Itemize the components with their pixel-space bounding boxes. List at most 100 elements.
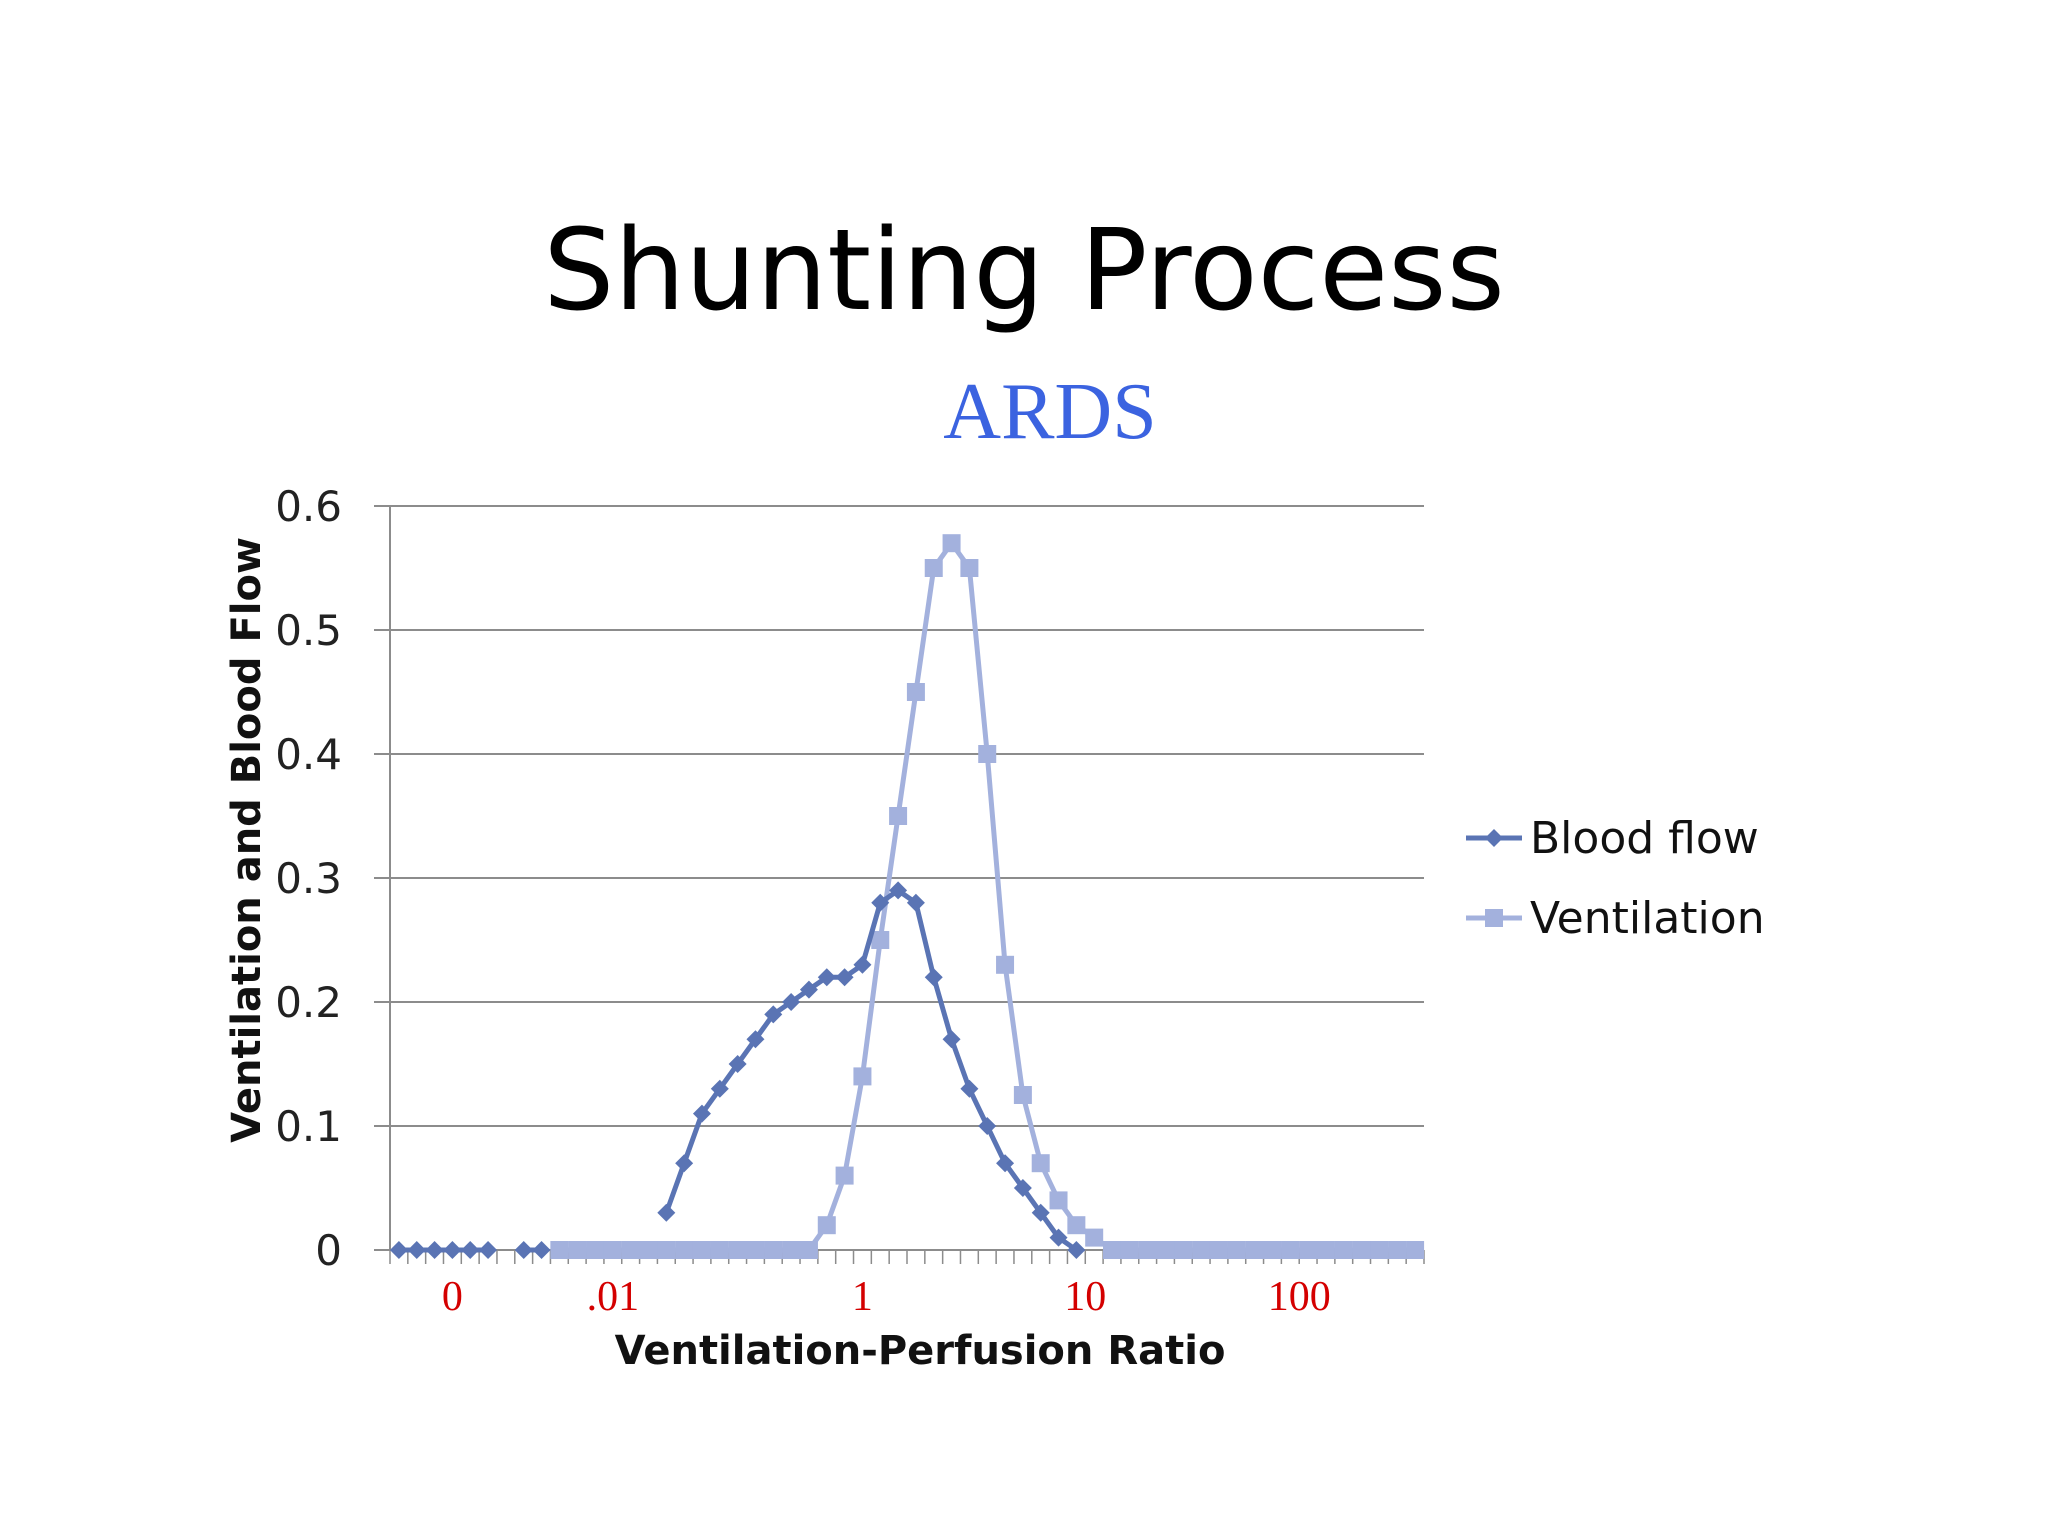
data-point	[817, 968, 836, 987]
data-point	[1334, 1241, 1353, 1259]
x-tick-label: .01	[587, 1274, 640, 1320]
data-point	[1192, 1241, 1211, 1259]
data-point	[906, 683, 925, 701]
data-point	[407, 1241, 426, 1259]
data-point	[996, 955, 1015, 974]
data-point	[1388, 1241, 1407, 1259]
legend: Blood flow Ventilation	[1466, 813, 1765, 944]
data-point	[1352, 1241, 1371, 1259]
data-point	[942, 1030, 961, 1049]
data-point	[871, 931, 890, 949]
data-point	[960, 559, 979, 577]
data-point	[1031, 1154, 1050, 1173]
slide-title: Shunting Process	[543, 206, 1505, 336]
data-point	[746, 1030, 765, 1049]
data-point	[532, 1241, 551, 1259]
x-tick-label: 100	[1268, 1274, 1331, 1320]
data-point	[1156, 1241, 1175, 1259]
data-point	[764, 1241, 783, 1259]
data-point	[996, 1154, 1015, 1173]
y-tick-label: 0.2	[275, 978, 342, 1027]
data-point	[728, 1055, 747, 1073]
data-point	[853, 1067, 872, 1086]
data-point	[1406, 1241, 1425, 1259]
data-point	[978, 745, 997, 763]
data-point	[1013, 1086, 1032, 1104]
data-point	[568, 1241, 587, 1259]
data-point	[1299, 1241, 1318, 1259]
data-point	[621, 1241, 640, 1259]
x-tick-label: 1	[852, 1274, 873, 1320]
series-line	[559, 540, 1416, 1253]
data-point	[692, 1104, 711, 1123]
data-point	[871, 893, 890, 912]
data-point	[1138, 1241, 1157, 1259]
data-point	[675, 1154, 694, 1173]
data-point	[461, 1241, 480, 1259]
y-tick-label: 0.5	[275, 606, 342, 655]
data-point	[657, 1203, 676, 1222]
data-point	[389, 1241, 408, 1259]
data-point	[1263, 1241, 1282, 1259]
series-group	[389, 534, 1425, 1259]
data-point	[657, 1241, 676, 1259]
data-point	[799, 980, 818, 999]
data-point	[1103, 1241, 1122, 1259]
y-tick-label: 0	[315, 1226, 342, 1275]
tick-labels: 0 0.1 0.2 0.3 0.4 0.5 0.6 0 .01 1 10 100 Ventilation…	[224, 482, 1331, 1374]
legend-marker	[1485, 909, 1503, 927]
y-tick-label: 0.4	[275, 730, 342, 779]
data-point	[1013, 1179, 1032, 1197]
axes	[389, 506, 1425, 1264]
data-point	[782, 993, 801, 1011]
data-point	[924, 559, 943, 577]
data-point	[514, 1241, 533, 1259]
data-point	[853, 955, 872, 974]
data-point	[1174, 1241, 1193, 1259]
data-point	[746, 1241, 765, 1259]
legend-item-blood-flow: Blood flow	[1466, 813, 1759, 864]
data-point	[835, 1166, 854, 1185]
data-point	[799, 1241, 818, 1259]
data-point	[1049, 1191, 1068, 1210]
data-point	[889, 807, 908, 825]
data-point	[1067, 1216, 1086, 1235]
series-ventilation	[550, 534, 1425, 1259]
series-blood-flow	[389, 881, 1086, 1259]
y-axis-title: Ventilation and Blood Flow	[224, 537, 270, 1143]
data-point	[1085, 1228, 1104, 1247]
x-axis-title: Ventilation-Perfusion Ratio	[615, 1328, 1226, 1374]
data-point	[425, 1241, 444, 1259]
data-point	[978, 1117, 997, 1135]
y-tick-label: 0.3	[275, 854, 342, 903]
data-point	[1316, 1241, 1335, 1259]
legend-marker	[1485, 829, 1503, 847]
data-point	[1067, 1241, 1086, 1259]
grid-lines	[374, 505, 1424, 1251]
data-point	[764, 1005, 783, 1024]
data-point	[889, 881, 908, 900]
data-point	[1370, 1241, 1389, 1259]
legend-label: Blood flow	[1530, 813, 1759, 864]
legend-label: Ventilation	[1530, 893, 1765, 944]
data-point	[550, 1241, 569, 1259]
x-tick-label: 0	[442, 1274, 463, 1320]
data-point	[942, 534, 961, 553]
data-point	[924, 968, 943, 987]
x-tick-label: 10	[1064, 1274, 1106, 1320]
data-point	[692, 1241, 711, 1259]
y-tick-label: 0.6	[275, 482, 342, 531]
data-point	[1120, 1241, 1139, 1259]
data-point	[728, 1241, 747, 1259]
data-point	[782, 1241, 801, 1259]
data-point	[1227, 1241, 1246, 1259]
legend-item-ventilation: Ventilation	[1466, 893, 1765, 944]
data-point	[639, 1241, 658, 1259]
data-point	[960, 1079, 979, 1098]
data-point	[710, 1079, 729, 1098]
data-point	[586, 1241, 605, 1259]
data-point	[906, 893, 925, 912]
data-point	[710, 1241, 729, 1259]
data-point	[835, 968, 854, 987]
